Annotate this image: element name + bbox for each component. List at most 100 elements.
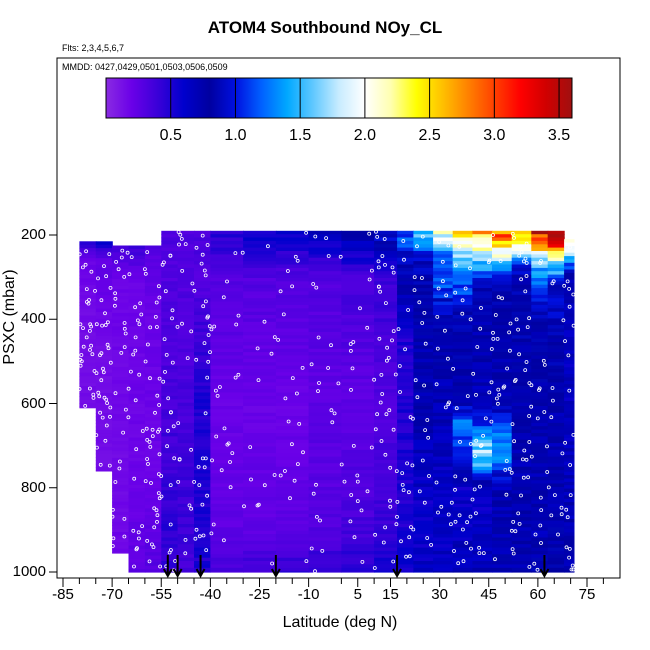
heatmap-cell [374,513,398,518]
heatmap-cell [210,244,244,249]
heatmap-cell [452,284,473,289]
heatmap-cell [144,286,162,290]
heatmap-cell [564,532,575,537]
heatmap-cell [452,382,473,387]
heatmap-cell [308,278,342,282]
heatmap-cell [374,288,398,293]
heatmap-cell [144,441,162,445]
heatmap-cell [308,527,342,532]
sample-marker [508,321,513,326]
heatmap-cell [547,520,565,525]
heatmap-cell [531,237,549,242]
heatmap-cell [433,345,454,350]
chart-title: ATOM4 Southbound NOy_CL [207,18,443,37]
heatmap-cell [413,503,434,508]
heatmap-cell [452,328,473,333]
sample-marker [150,427,155,432]
heatmap-cell [95,244,113,249]
sample-marker [542,410,547,414]
heatmap-cell [511,402,532,407]
heatmap-cell [492,379,513,384]
heatmap-cell [341,392,375,397]
heatmap-cell [112,427,130,432]
heatmap-cell [210,251,244,255]
heatmap-cell [511,261,532,266]
sample-marker [94,322,99,327]
heatmap-cell [243,382,277,387]
sample-marker [149,481,153,485]
heatmap-cell [243,284,277,289]
heatmap-cell [341,261,375,266]
sample-marker [88,328,92,333]
heatmap-cell [210,328,244,333]
heatmap-cell [210,473,244,478]
heatmap-cell [413,315,434,319]
heatmap-cell [112,484,130,489]
heatmap-cell [128,434,146,439]
heatmap-cell [433,321,454,326]
sample-marker [179,236,184,241]
sample-marker [571,323,576,328]
heatmap-cell [547,547,565,552]
heatmap-cell [95,312,113,317]
heatmap-cell [308,520,342,525]
heatmap-cell [452,550,473,555]
heatmap-cell [112,505,130,509]
heatmap-cell [564,525,575,530]
heatmap-cell [275,369,310,373]
heatmap-cell [564,262,575,267]
heatmap-cell [374,342,398,346]
sample-marker [183,551,188,556]
heatmap-cell [275,274,310,279]
heatmap-cell [275,234,310,239]
colorbar-tick-label: 3.5 [547,127,571,144]
heatmap-cell [374,369,398,373]
heatmap-cell [144,498,162,503]
heatmap-cell [243,443,277,448]
heatmap-cell [95,332,113,337]
sample-marker [407,535,412,540]
sample-marker [436,510,440,515]
heatmap-cell [194,311,211,316]
heatmap-cell [452,237,473,242]
heatmap-cell [374,456,398,461]
heatmap-cell [452,456,473,461]
heatmap-cell [308,406,342,410]
sample-marker [169,410,173,415]
heatmap-cell [397,490,415,495]
heatmap-cell [112,451,130,456]
heatmap-cell [511,449,532,454]
heatmap-cell [275,470,310,475]
heatmap-cell [433,352,454,357]
heatmap-cell [210,456,244,461]
heatmap-cell [308,291,342,296]
heatmap-cell [95,339,113,343]
heatmap-cell [547,331,565,336]
heatmap-cell [452,561,473,565]
heatmap-cell [433,267,454,272]
heatmap-cell [341,510,375,515]
heatmap-cell [511,520,532,525]
heatmap-cell [547,406,565,410]
heatmap-cell [472,365,493,370]
heatmap-cell [161,315,179,319]
heatmap-cell [161,379,179,384]
heatmap-cell [128,309,146,314]
heatmap-cell [210,382,244,387]
heatmap-cell [177,375,195,380]
sample-marker [189,447,194,452]
heatmap-cell [433,358,454,363]
heatmap-cell [95,409,113,414]
sample-marker [105,342,110,347]
sample-marker [350,366,355,371]
heatmap-cell [79,254,97,259]
heatmap-cell [341,271,375,276]
heatmap-cell [413,544,434,549]
heatmap-cell [194,564,211,569]
heatmap-cell [374,244,398,249]
sample-marker [197,534,202,539]
heatmap-cell [194,412,211,417]
sample-marker [92,369,97,373]
heatmap-cell [275,284,310,289]
heatmap-cell [374,382,398,387]
